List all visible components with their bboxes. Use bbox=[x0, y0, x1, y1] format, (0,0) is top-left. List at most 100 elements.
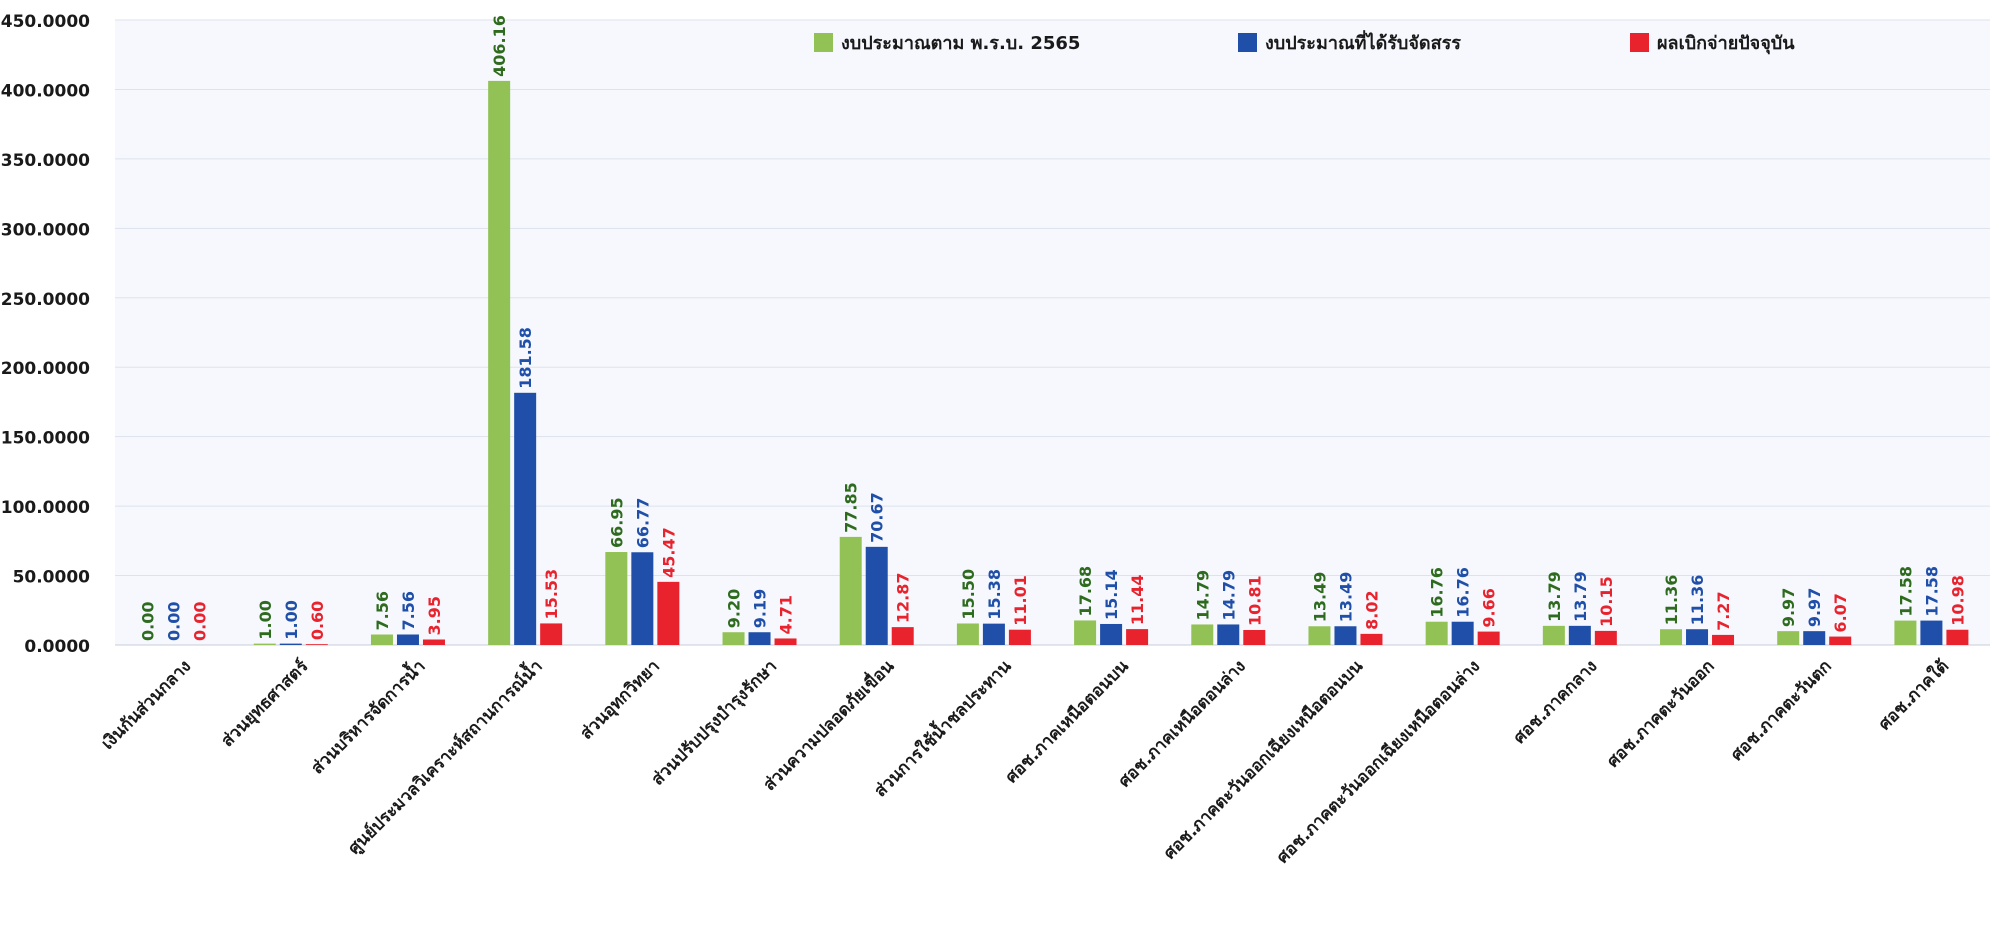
bar bbox=[1894, 620, 1917, 645]
bar bbox=[1334, 626, 1357, 645]
x-category-label: ส่วนอุทกวิทยา bbox=[577, 656, 664, 743]
data-label: 10.81 bbox=[1245, 575, 1264, 626]
bar bbox=[1308, 626, 1331, 645]
data-label: 15.53 bbox=[542, 569, 561, 620]
legend-item: ผลเบิกจ่ายปัจจุบัน bbox=[1630, 33, 1795, 55]
data-label: 0.00 bbox=[165, 602, 184, 641]
data-label: 0.60 bbox=[308, 601, 327, 640]
y-tick-label: 100.0000 bbox=[1, 498, 90, 518]
data-label: 4.71 bbox=[777, 595, 796, 634]
data-label: 70.67 bbox=[868, 492, 887, 543]
data-label: 15.38 bbox=[985, 569, 1004, 620]
x-category-label: ศอช.ภาคเหนือตอนล่าง bbox=[1114, 656, 1250, 792]
bar bbox=[1008, 629, 1031, 645]
x-category-label: ศูนย์ประมวลวิเคราะห์สถานการณ์น้ำ bbox=[342, 654, 548, 860]
data-label: 14.79 bbox=[1219, 570, 1238, 621]
data-label: 17.58 bbox=[1922, 566, 1941, 617]
bar bbox=[1803, 631, 1826, 645]
legend-label: งบประมาณตาม พ.ร.บ. 2565 bbox=[841, 33, 1080, 54]
data-label: 9.97 bbox=[1779, 588, 1798, 627]
data-label: 181.58 bbox=[516, 327, 535, 389]
data-label: 17.68 bbox=[1076, 566, 1095, 617]
data-label: 16.76 bbox=[1454, 567, 1473, 618]
bar bbox=[540, 623, 563, 645]
x-category-label: ศอช.ภาคตะวันออก bbox=[1603, 656, 1718, 771]
y-tick-label: 200.0000 bbox=[1, 359, 90, 379]
data-label: 9.97 bbox=[1805, 588, 1824, 627]
data-label: 45.47 bbox=[659, 527, 678, 578]
legend-item: งบประมาณตาม พ.ร.บ. 2565 bbox=[814, 33, 1080, 54]
y-tick-label: 350.0000 bbox=[1, 151, 90, 171]
x-category-label: ศอช.ภาคตะวันตก bbox=[1727, 656, 1836, 765]
x-category-label: ศอช.ภาคเหนือตอนบน bbox=[1001, 655, 1133, 787]
data-label: 15.14 bbox=[1102, 569, 1121, 620]
bar bbox=[748, 632, 771, 645]
data-label: 9.19 bbox=[751, 589, 770, 628]
bar bbox=[305, 644, 328, 645]
bar bbox=[1451, 621, 1474, 645]
data-label: 10.98 bbox=[1948, 575, 1967, 626]
data-label: 3.95 bbox=[425, 596, 444, 635]
bar bbox=[1568, 625, 1591, 645]
y-tick-label: 250.0000 bbox=[1, 290, 90, 310]
bar bbox=[722, 632, 745, 645]
bar bbox=[1425, 621, 1448, 645]
bar bbox=[422, 639, 445, 645]
data-label: 13.79 bbox=[1571, 571, 1590, 622]
x-category-label: ศอช.ภาคกลาง bbox=[1510, 656, 1602, 748]
data-label: 66.77 bbox=[633, 498, 652, 549]
data-label: 13.49 bbox=[1310, 572, 1329, 623]
x-category-label: ศอช.ภาคตะวันออกเฉียงเหนือตอนล่าง bbox=[1272, 656, 1484, 868]
data-label: 10.15 bbox=[1597, 576, 1616, 627]
bar bbox=[370, 634, 393, 645]
bar bbox=[1829, 636, 1852, 645]
bar bbox=[605, 552, 628, 645]
bar bbox=[1243, 629, 1266, 645]
data-label: 1.00 bbox=[282, 600, 301, 639]
bar bbox=[1777, 631, 1800, 645]
x-category-label: ส่วนความปลอดภัยเขื่อน bbox=[757, 654, 898, 795]
bar bbox=[253, 643, 276, 645]
bar bbox=[279, 643, 302, 645]
data-label: 6.07 bbox=[1831, 593, 1850, 632]
data-label: 11.36 bbox=[1662, 575, 1681, 626]
y-tick-label: 400.0000 bbox=[1, 81, 90, 101]
bar bbox=[1191, 624, 1214, 645]
bar bbox=[1074, 620, 1097, 645]
bar bbox=[1126, 629, 1149, 645]
data-label: 77.85 bbox=[842, 482, 861, 533]
data-label: 0.00 bbox=[191, 602, 210, 641]
data-label: 1.00 bbox=[256, 600, 275, 639]
bar bbox=[1660, 629, 1683, 645]
data-label: 66.95 bbox=[607, 497, 626, 548]
data-label: 11.36 bbox=[1688, 575, 1707, 626]
bar bbox=[514, 392, 537, 645]
legend-swatch bbox=[1238, 33, 1257, 52]
bar bbox=[1686, 629, 1709, 645]
bar bbox=[631, 552, 654, 645]
data-label: 406.16 bbox=[490, 15, 509, 77]
x-category-label: ศอช.ภาคตะวันออกเฉียงเหนือตอนบน bbox=[1159, 655, 1367, 863]
bar bbox=[488, 80, 511, 645]
data-label: 15.50 bbox=[959, 569, 978, 620]
data-label: 7.56 bbox=[373, 591, 392, 630]
data-label: 8.02 bbox=[1362, 590, 1381, 629]
data-label: 11.01 bbox=[1011, 575, 1030, 626]
bar bbox=[1217, 624, 1240, 645]
legend-item: งบประมาณที่ได้รับจัดสรร bbox=[1238, 30, 1461, 54]
data-label: 12.87 bbox=[894, 573, 913, 624]
x-category-label: ศอช.ภาคใต้ bbox=[1874, 656, 1953, 735]
bar bbox=[1542, 625, 1565, 645]
data-label: 13.79 bbox=[1545, 571, 1564, 622]
bar bbox=[982, 623, 1005, 645]
bar bbox=[1100, 623, 1123, 645]
data-label: 13.49 bbox=[1336, 572, 1355, 623]
x-category-label: ส่วนปรับปรุงบำรุงรักษา bbox=[648, 656, 781, 789]
bar bbox=[657, 581, 680, 645]
data-label: 14.79 bbox=[1193, 570, 1212, 621]
bar bbox=[1946, 629, 1969, 645]
y-tick-label: 300.0000 bbox=[1, 220, 90, 240]
bar bbox=[1477, 631, 1500, 645]
